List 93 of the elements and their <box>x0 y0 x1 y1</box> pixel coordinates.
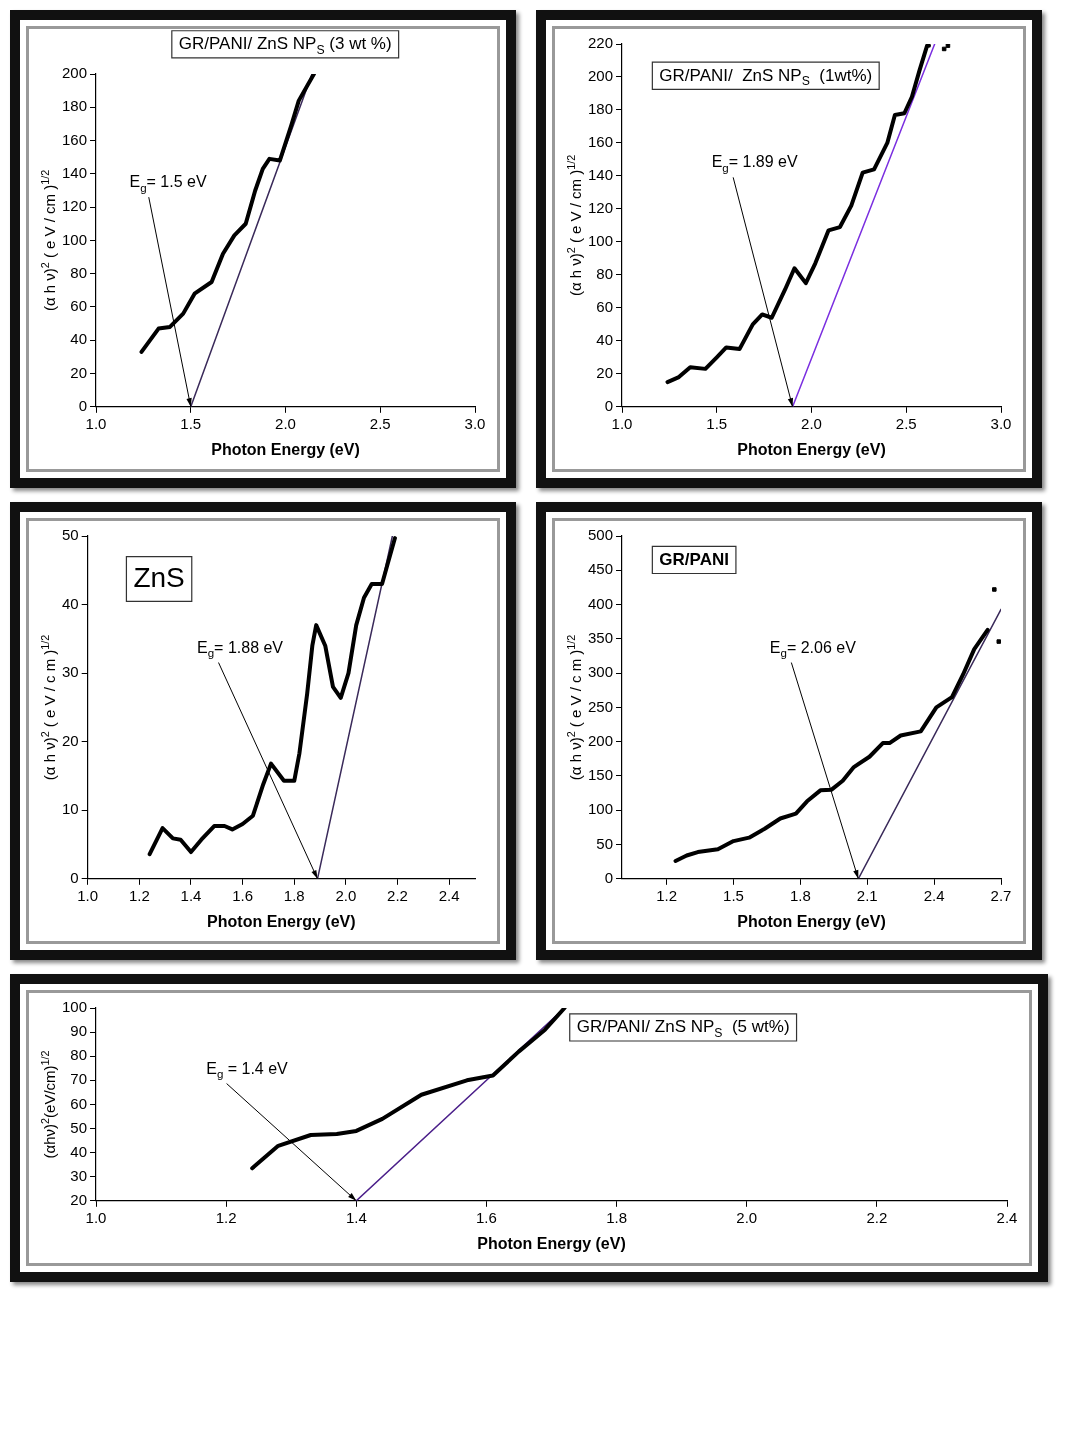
x-tick-label: 1.2 <box>215 1208 237 1226</box>
y-tick-label: 120 <box>62 197 88 215</box>
y-tick-label: 20 <box>62 731 79 749</box>
y-axis-title: (αhν)2(eV/cm)1/2 <box>38 1050 58 1159</box>
y-tick-label: 100 <box>62 230 88 248</box>
y-tick-label: 10 <box>62 800 79 818</box>
y-axis-title: (α h ν)2 ( e V / c m )1/2 <box>564 634 584 781</box>
y-tick-label: 20 <box>596 363 614 381</box>
y-tick-label: 20 <box>70 1190 88 1208</box>
x-axis-title: Photon Energy (eV) <box>737 440 886 458</box>
y-tick-label: 30 <box>62 663 79 681</box>
y-tick-label: 250 <box>588 697 614 715</box>
y-tick-label: 0 <box>70 868 79 886</box>
x-tick-label: 2.1 <box>856 886 878 904</box>
x-axis-title: Photon Energy (eV) <box>207 912 356 930</box>
x-tick-label: 1.0 <box>611 414 633 432</box>
y-tick-label: 40 <box>62 594 79 612</box>
text: ZnS <box>133 562 185 594</box>
x-tick-label: 2.5 <box>369 414 391 432</box>
y-axis-title: (α h ν)2 ( e V / c m )1/2 <box>38 634 58 781</box>
y-axis-title: (α h ν)2 ( e V / cm )1/2 <box>38 169 58 312</box>
y-tick-label: 40 <box>70 330 88 348</box>
y-tick-label: 0 <box>604 868 614 886</box>
x-tick-label: 3.0 <box>990 414 1012 432</box>
y-tick-label: 70 <box>70 1070 88 1088</box>
x-tick-label: 1.5 <box>723 886 744 904</box>
text: GR/PANI <box>659 549 729 569</box>
x-tick-label: 2.0 <box>335 886 357 904</box>
y-tick-label: 180 <box>588 100 614 118</box>
x-tick-label: 2.0 <box>275 414 296 432</box>
y-tick-label: 90 <box>70 1022 88 1040</box>
x-tick-label: 2.7 <box>990 886 1012 904</box>
x-tick-label: 1.8 <box>606 1208 628 1226</box>
x-tick-label: 1.5 <box>706 414 728 432</box>
y-tick-label: 160 <box>62 130 88 148</box>
y-tick-label: 0 <box>78 396 88 414</box>
y-tick-label: 350 <box>588 628 614 646</box>
y-tick-label: 450 <box>588 560 614 578</box>
y-tick-label: 140 <box>588 166 614 184</box>
y-tick-label: 200 <box>588 67 614 85</box>
y-tick-label: 60 <box>70 297 88 315</box>
x-tick-label: 2.4 <box>438 886 460 904</box>
y-tick-label: 0 <box>604 396 614 414</box>
x-tick-label: 1.0 <box>85 1208 107 1226</box>
y-tick-label: 200 <box>588 731 614 749</box>
y-tick-label: 300 <box>588 663 614 681</box>
x-tick-label: 2.4 <box>996 1208 1018 1226</box>
y-tick-label: 400 <box>588 594 614 612</box>
x-tick-label: 2.2 <box>866 1208 888 1226</box>
x-tick-label: 2.4 <box>923 886 945 904</box>
y-tick-label: 60 <box>70 1094 88 1112</box>
x-tick-label: 1.5 <box>180 414 202 432</box>
y-tick-label: 30 <box>70 1166 88 1184</box>
y-tick-label: 60 <box>596 298 614 315</box>
x-tick-label: 1.2 <box>656 886 678 904</box>
y-tick-label: 100 <box>588 232 614 250</box>
x-tick-label: 1.0 <box>77 886 99 904</box>
x-tick-label: 1.2 <box>128 886 150 904</box>
y-tick-label: 100 <box>588 800 614 818</box>
y-tick-label: 50 <box>70 1118 88 1136</box>
y-tick-label: 50 <box>596 834 614 852</box>
y-tick-label: 40 <box>70 1142 88 1160</box>
y-tick-label: 20 <box>70 363 88 381</box>
y-tick-label: 500 <box>588 526 614 544</box>
y-tick-label: 140 <box>62 163 88 181</box>
x-tick-label: 2.2 <box>387 886 408 904</box>
y-tick-label: 150 <box>588 766 614 784</box>
x-axis-title: Photon Energy (eV) <box>737 912 886 930</box>
y-tick-label: 80 <box>596 265 614 283</box>
y-tick-label: 120 <box>588 199 614 217</box>
x-tick-label: 1.4 <box>180 886 202 904</box>
y-tick-label: 180 <box>62 97 88 115</box>
x-tick-label: 1.8 <box>283 886 305 904</box>
x-tick-label: 2.0 <box>736 1208 758 1226</box>
x-tick-label: 1.0 <box>85 414 107 432</box>
y-tick-label: 40 <box>596 330 614 348</box>
y-axis-title: (α h ν)2 ( e V / cm )1/2 <box>564 154 584 297</box>
y-tick-label: 220 <box>588 34 614 52</box>
y-tick-label: 80 <box>70 263 88 281</box>
x-tick-label: 3.0 <box>464 414 486 432</box>
y-tick-label: 100 <box>62 998 88 1016</box>
x-axis-title: Photon Energy (eV) <box>477 1234 626 1252</box>
x-tick-label: 1.4 <box>345 1208 367 1226</box>
x-tick-label: 1.6 <box>232 886 254 904</box>
x-tick-label: 1.6 <box>476 1208 497 1226</box>
x-axis-title: Photon Energy (eV) <box>211 440 360 458</box>
x-tick-label: 2.0 <box>801 414 822 432</box>
x-tick-label: 1.8 <box>789 886 811 904</box>
y-tick-label: 160 <box>588 133 614 151</box>
y-tick-label: 200 <box>62 64 88 82</box>
x-tick-label: 2.5 <box>895 414 917 432</box>
y-tick-label: 80 <box>70 1046 88 1064</box>
y-tick-label: 50 <box>62 526 79 544</box>
